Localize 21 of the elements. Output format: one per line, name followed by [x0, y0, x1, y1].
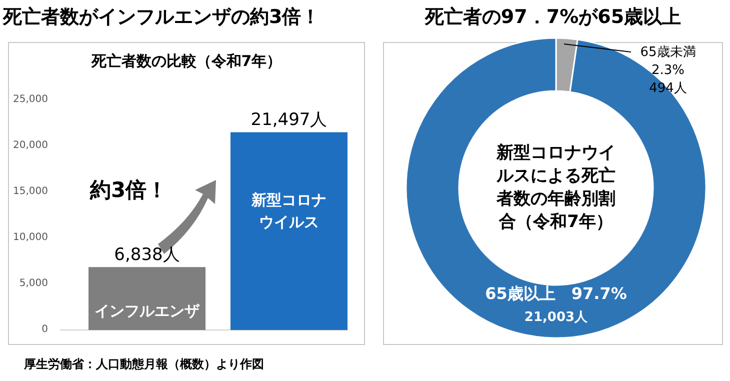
- slice-label: 65歳以上 97.7%: [484, 284, 628, 305]
- data-label: 6,838人: [113, 244, 181, 266]
- slice-label: 65歳未満: [639, 44, 697, 61]
- text: 21,003人: [523, 309, 589, 326]
- x-tick-label: インフルエンザ: [94, 300, 201, 322]
- y-tick-label: 15,000: [13, 185, 48, 199]
- text: 厚生労働省：人口動態月報（概数）より作図: [24, 356, 264, 373]
- y-tick-label: 25,000: [13, 93, 48, 107]
- y-tick-label: 5,000: [19, 277, 48, 291]
- y-tick-label: 0: [42, 323, 48, 337]
- data-label: 2.3%: [650, 62, 686, 79]
- y-tick-label: 10,000: [13, 231, 48, 245]
- chart-subtitle: 死亡者数の比較（令和7年）: [90, 52, 283, 71]
- chart-title: 死亡者の97．7%が65歳以上: [424, 5, 682, 30]
- y-tick-label: 20,000: [13, 139, 48, 153]
- x-tick-label: 新型コロナウイルス: [250, 190, 328, 234]
- annotation: 約3倍！: [90, 177, 168, 204]
- data-label: 21,497人: [250, 109, 328, 132]
- chart-title: 死亡者数がインフルエンザの約3倍！: [3, 5, 320, 30]
- donut-slice: [405, 37, 707, 339]
- text: 新型コロナウイルスによる死亡者数の年齢別割合（令和7年）: [495, 142, 616, 234]
